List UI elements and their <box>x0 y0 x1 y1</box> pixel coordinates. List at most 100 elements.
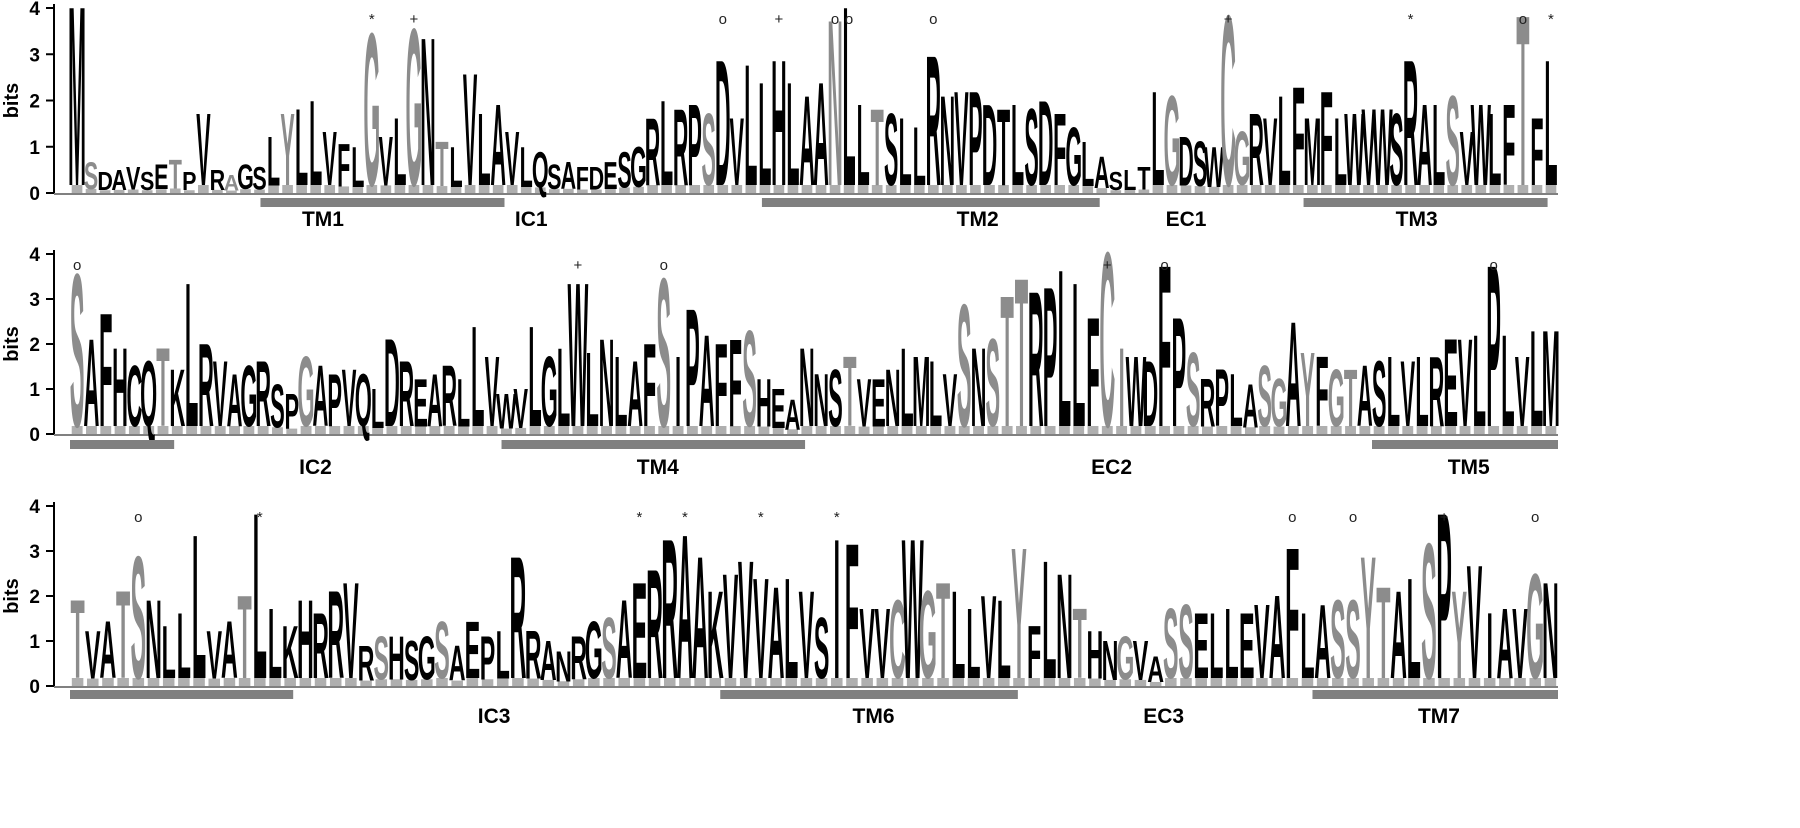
minor-residues <box>1152 185 1164 193</box>
y-tick-label: 2 <box>29 335 40 356</box>
minor-residues <box>672 426 684 434</box>
minor-residues <box>162 678 175 686</box>
minor-residues <box>591 189 602 193</box>
residue-letter: T <box>116 567 130 706</box>
residue-letter: M <box>68 0 86 240</box>
minor-residues <box>731 185 743 193</box>
minor-residues <box>633 678 646 686</box>
minor-residues <box>284 678 296 686</box>
residue-letter: F <box>1158 216 1171 475</box>
residue-letter: E <box>413 365 428 442</box>
minor-residues <box>829 185 841 193</box>
residue-letter: G <box>298 336 315 448</box>
y-tick-label: 1 <box>29 138 40 159</box>
residue-letter: N <box>940 69 956 213</box>
minor-residues <box>1089 678 1101 686</box>
minor-residues <box>772 427 784 434</box>
minor-residues <box>1468 678 1481 686</box>
minor-residues <box>1225 678 1238 686</box>
minor-residues <box>171 426 183 434</box>
minor-residues <box>987 426 999 434</box>
minor-residues <box>876 678 889 686</box>
residue-letter: V <box>463 41 477 220</box>
residue-letter: P <box>1043 246 1058 470</box>
residue-letter: F <box>337 132 350 200</box>
residue-letter: R <box>441 346 457 445</box>
minor-residues <box>703 185 715 193</box>
residue-letter: I <box>1486 594 1492 698</box>
minor-residues <box>1195 678 1207 686</box>
residue-letter: S <box>814 599 830 697</box>
residue-letter: V <box>1254 583 1270 702</box>
residue-letter: S <box>702 92 716 207</box>
region-label: TM1 <box>302 208 344 231</box>
minor-residues <box>268 185 279 193</box>
residue-letter: M <box>1303 98 1321 206</box>
residue-letter: E <box>1443 315 1458 454</box>
residue-letter: T <box>169 152 182 199</box>
residue-letter: P <box>1486 216 1501 475</box>
residue-letter: R <box>510 521 527 716</box>
minor-residues <box>500 428 512 434</box>
minor-residues <box>1529 678 1541 686</box>
minor-residues <box>366 185 378 193</box>
minor-residues <box>913 185 925 193</box>
region-label: EC2 <box>1091 456 1132 479</box>
residue-letter: N <box>555 643 572 692</box>
residue-letter: A <box>1147 648 1164 690</box>
residue-letter: S <box>1421 504 1437 720</box>
minor-residues <box>644 426 655 434</box>
minor-residues <box>478 185 490 193</box>
minor-residues <box>548 189 560 193</box>
residue-letter: G <box>1526 542 1544 710</box>
residue-letter: T <box>1344 352 1357 443</box>
minor-residues <box>1187 426 1199 434</box>
minor-residues <box>223 678 236 686</box>
minor-residues <box>466 678 479 686</box>
minor-residues <box>1236 185 1248 193</box>
minor-residues <box>843 185 855 193</box>
residue-letter: Y <box>1452 567 1468 706</box>
residue-letter: V <box>85 617 101 693</box>
residue-letter: L <box>966 588 980 700</box>
residue-letter: S <box>617 142 631 199</box>
residue-letter: N <box>799 326 815 451</box>
residue-letter: L <box>1058 222 1071 474</box>
conservation-mark: * <box>834 509 840 526</box>
residue-letter: N <box>971 326 987 451</box>
minor-residues <box>944 426 956 434</box>
conservation-mark: * <box>682 509 688 526</box>
minor-residues <box>1040 185 1051 193</box>
residue-letter: F <box>1315 336 1328 448</box>
residue-letter: A <box>427 358 443 442</box>
minor-residues <box>1531 426 1542 434</box>
minor-residues <box>1416 426 1428 434</box>
conservation-mark: * <box>636 509 642 526</box>
minor-residues <box>458 426 469 434</box>
residue-letter: E <box>771 378 786 441</box>
residue-letter: H <box>388 622 405 692</box>
region-label: IC2 <box>299 456 332 479</box>
minor-residues <box>200 426 212 434</box>
minor-residues <box>117 678 129 686</box>
residue-letter: S <box>1186 332 1201 450</box>
minor-residues <box>1302 426 1314 434</box>
residue-letter: L <box>1334 98 1347 206</box>
residue-letter: P <box>1172 285 1187 460</box>
minor-residues <box>739 678 752 686</box>
minor-residues <box>588 678 600 686</box>
residue-letter: A <box>449 637 466 692</box>
residue-letter: S <box>1109 169 1123 197</box>
conservation-mark: * <box>758 509 764 526</box>
region-bar <box>501 440 806 449</box>
residue-letter: L <box>758 52 771 217</box>
minor-residues <box>629 426 641 434</box>
residue-letter: Y <box>1011 510 1027 719</box>
residue-letter: S <box>1178 583 1194 702</box>
minor-residues <box>1461 185 1473 193</box>
region-bar <box>1372 440 1558 449</box>
minor-residues <box>801 185 813 193</box>
residue-letter: L <box>1151 65 1164 214</box>
residue-letter: L <box>496 617 510 693</box>
minor-residues <box>1349 185 1360 193</box>
